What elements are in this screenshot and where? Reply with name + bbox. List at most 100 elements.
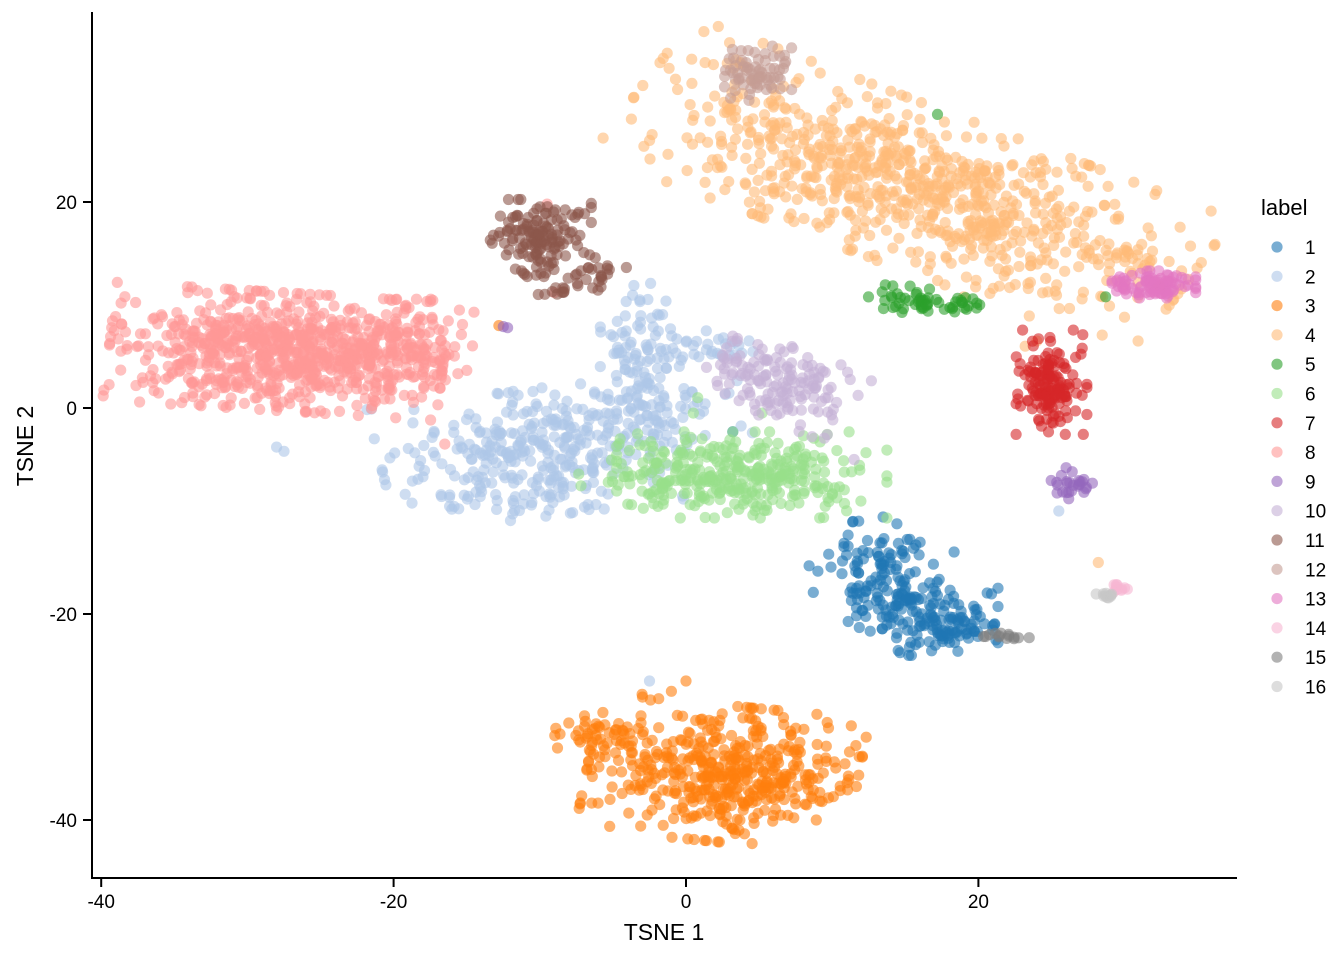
scatter-point-label-8 <box>243 350 255 363</box>
scatter-point-label-5 <box>923 283 936 295</box>
scatter-point-label-6 <box>647 440 659 452</box>
scatter-point-label-4 <box>686 77 698 89</box>
scatter-point-label-8 <box>130 379 142 392</box>
scatter-point-label-2 <box>619 310 631 322</box>
scatter-point-label-3 <box>799 798 811 810</box>
scatter-point-label-2 <box>506 472 518 484</box>
scatter-point-label-3 <box>604 793 616 806</box>
scatter-point-label-4 <box>1051 279 1063 291</box>
scatter-point-label-3 <box>641 776 653 788</box>
scatter-point-label-4 <box>724 102 737 114</box>
scatter-point-label-6 <box>677 448 689 460</box>
scatter-point-label-4 <box>879 196 891 208</box>
scatter-point-label-8 <box>165 328 177 340</box>
scatter-point-label-1 <box>872 591 884 603</box>
scatter-point-label-2 <box>588 458 600 470</box>
scatter-point-label-1 <box>836 568 848 580</box>
scatter-point-label-8 <box>341 367 353 379</box>
scatter-point-label-8 <box>121 343 133 355</box>
scatter-point-label-8 <box>369 376 381 389</box>
scatter-point-label-8 <box>364 356 376 368</box>
scatter-point-label-2 <box>517 498 530 510</box>
scatter-point-label-8 <box>97 390 109 402</box>
scatter-point-label-12 <box>726 43 739 56</box>
legend-swatch <box>1271 622 1283 634</box>
scatter-point-label-4 <box>758 212 770 224</box>
scatter-point-label-8 <box>188 325 200 337</box>
scatter-point-label-3 <box>791 756 803 768</box>
scatter-point-label-2 <box>468 443 481 455</box>
scatter-point-label-4 <box>890 150 902 162</box>
scatter-point-label-9 <box>1061 475 1073 488</box>
scatter-point-label-1 <box>952 645 964 657</box>
scatter-point-label-4 <box>1076 248 1088 261</box>
scatter-point-label-8 <box>103 339 116 351</box>
scatter-point-label-6 <box>602 476 614 488</box>
scatter-point-label-4 <box>1083 159 1095 171</box>
scatter-point-label-4 <box>994 243 1006 256</box>
scatter-point-label-10 <box>719 387 731 400</box>
scatter-point-label-4 <box>866 78 878 90</box>
scatter-point-label-4 <box>956 155 968 168</box>
scatter-point-label-4 <box>1184 240 1197 252</box>
scatter-point-label-2 <box>470 413 482 425</box>
scatter-point-label-12 <box>718 81 731 93</box>
scatter-point-label-6 <box>737 498 749 510</box>
scatter-point-label-4 <box>1065 152 1077 165</box>
scatter-point-label-6 <box>671 460 683 472</box>
scatter-point-label-4 <box>1052 184 1064 196</box>
scatter-point-label-4 <box>1014 246 1026 258</box>
scatter-point-label-3 <box>845 720 857 732</box>
scatter-point-label-3 <box>657 819 669 831</box>
scatter-point-label-13 <box>1160 275 1172 287</box>
scatter-point-label-8 <box>271 404 283 417</box>
scatter-point-label-13 <box>1148 276 1160 288</box>
scatter-point-label-3 <box>767 809 780 822</box>
scatter-point-label-6 <box>652 500 664 512</box>
scatter-point-label-2 <box>533 436 545 448</box>
scatter-point-label-6 <box>749 426 761 438</box>
scatter-point-label-4 <box>686 53 698 65</box>
scatter-point-label-3 <box>821 716 833 729</box>
scatter-point-label-4 <box>952 178 964 190</box>
scatter-point-label-2 <box>475 482 487 494</box>
scatter-point-label-3 <box>609 724 622 736</box>
x-tick-label: -20 <box>380 892 407 913</box>
scatter-point-label-2 <box>1053 505 1065 517</box>
scatter-point-label-4 <box>669 73 682 85</box>
scatter-point-label-3 <box>748 817 760 830</box>
legend-label: 5 <box>1305 355 1316 376</box>
scatter-point-label-4 <box>1047 207 1059 219</box>
scatter-point-label-4 <box>854 73 866 86</box>
scatter-point-label-9 <box>502 322 514 334</box>
scatter-point-label-4 <box>1132 335 1144 347</box>
scatter-point-label-3 <box>634 758 646 770</box>
scatter-point-label-8 <box>233 353 245 365</box>
scatter-point-label-8 <box>174 364 186 376</box>
scatter-point-label-4 <box>1002 217 1015 229</box>
scatter-point-label-10 <box>753 349 765 361</box>
scatter-point-label-10 <box>731 355 743 367</box>
scatter-point-label-5 <box>876 286 888 298</box>
scatter-point-label-2 <box>634 294 646 306</box>
scatter-point-label-1 <box>864 625 876 637</box>
scatter-point-label-8 <box>425 293 437 305</box>
scatter-point-label-6 <box>791 450 803 462</box>
scatter-point-label-7 <box>1076 389 1088 401</box>
scatter-point-label-3 <box>550 722 562 734</box>
scatter-point-label-6 <box>714 493 726 506</box>
scatter-point-label-8 <box>238 397 250 409</box>
scatter-point-label-8 <box>179 391 191 404</box>
scatter-point-label-6 <box>699 511 711 524</box>
scatter-point-label-8 <box>468 306 480 318</box>
scatter-point-label-13 <box>1144 265 1156 277</box>
scatter-point-label-1 <box>884 563 897 576</box>
scatter-point-label-10 <box>812 406 824 418</box>
scatter-point-label-2 <box>687 340 700 352</box>
scatter-point-label-13 <box>1162 290 1174 302</box>
y-tick-label: 20 <box>56 193 77 214</box>
scatter-point-label-4 <box>854 190 866 202</box>
scatter-point-label-4 <box>1103 265 1115 278</box>
scatter-point-label-4 <box>918 163 930 175</box>
scatter-point-label-3 <box>666 831 678 843</box>
